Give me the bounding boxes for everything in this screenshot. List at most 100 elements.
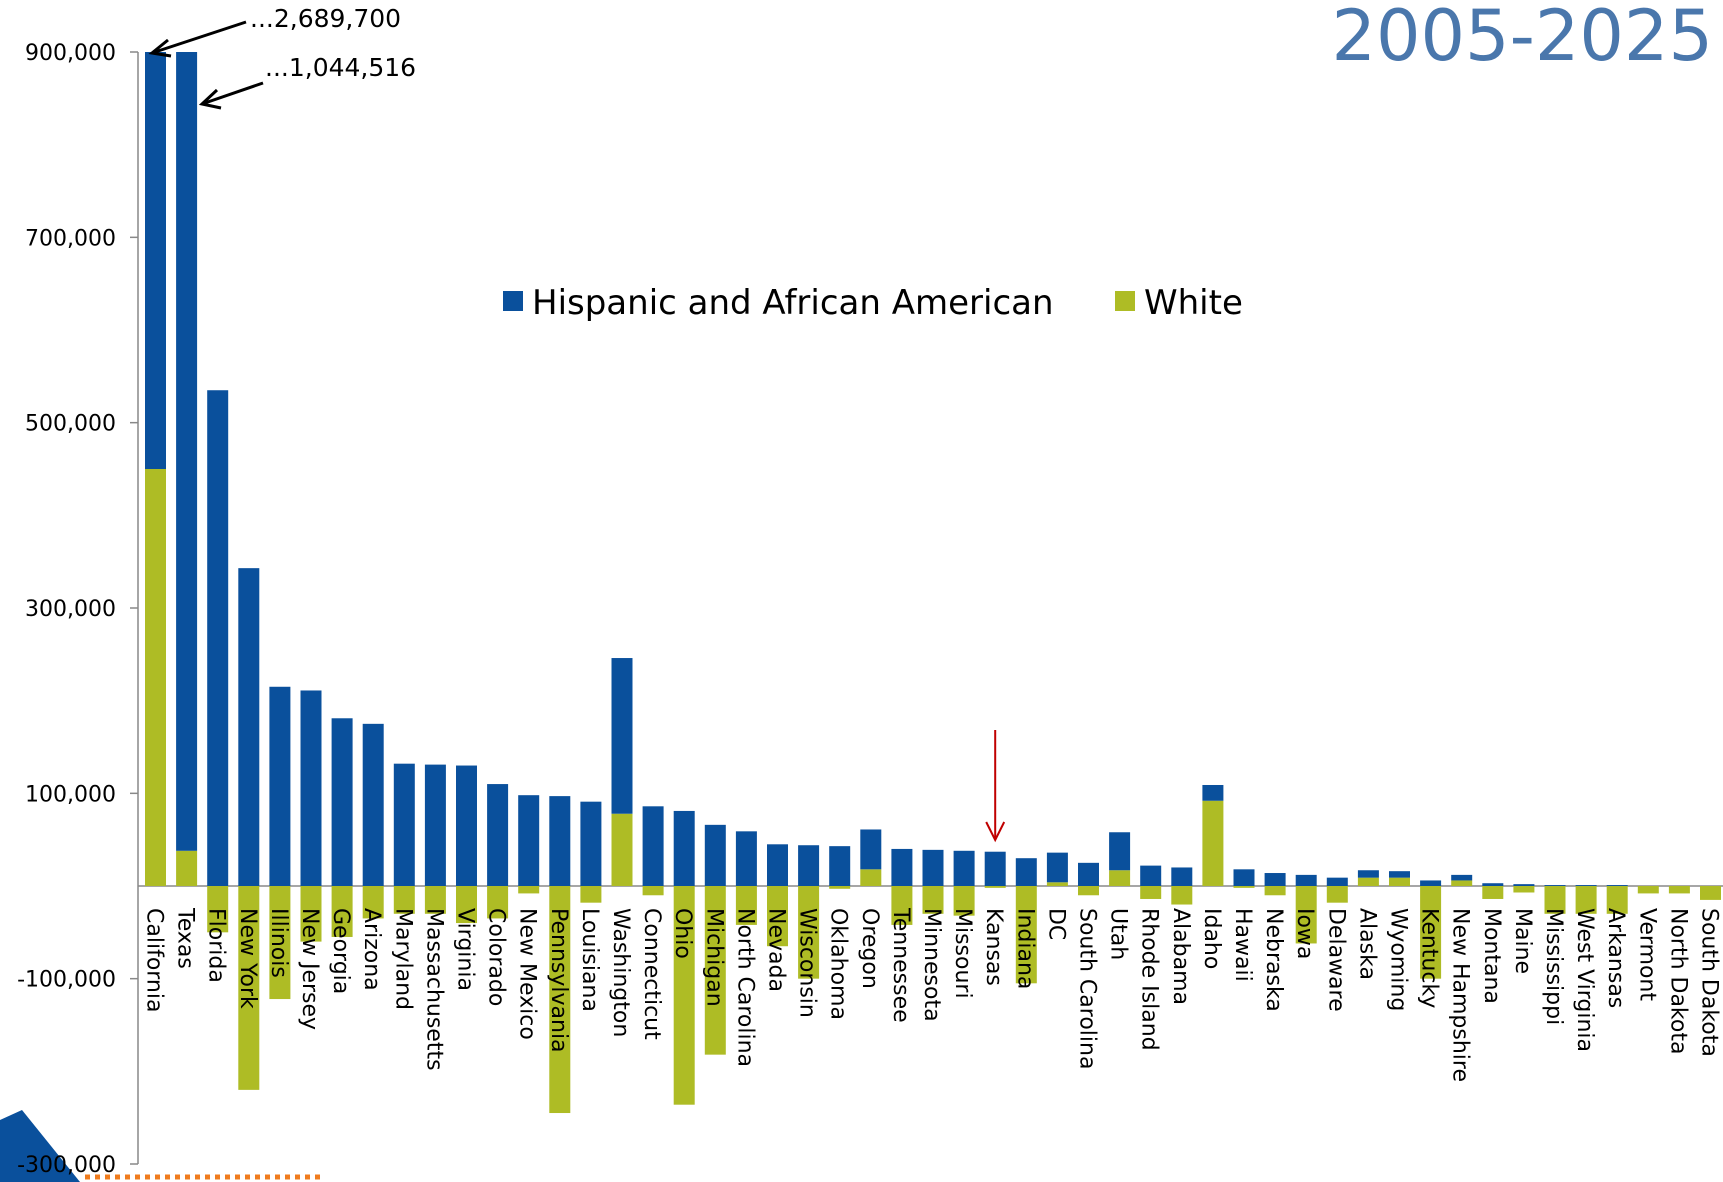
- x-category-label: North Dakota: [1665, 908, 1690, 1054]
- x-category-label: Wyoming: [1386, 908, 1411, 1011]
- x-category-label: Connecticut: [639, 908, 664, 1040]
- x-category-label: Missouri: [950, 908, 975, 999]
- x-category-label: New Hampshire: [1448, 908, 1473, 1082]
- bar-hispanic-african-american-25: [922, 849, 944, 886]
- x-category-label: Rhode Island: [1137, 908, 1162, 1051]
- x-category-label: Oregon: [857, 908, 882, 989]
- bar-hispanic-african-american-41: [1420, 880, 1442, 886]
- bar-hispanic-african-american-9: [424, 764, 446, 886]
- bar-white-45: [1544, 886, 1566, 914]
- bar-white-10: [456, 886, 477, 924]
- annotation-arrow-texas: [201, 81, 264, 106]
- bar-hispanic-african-american-35: [1233, 869, 1255, 886]
- bar-white-33: [1171, 886, 1193, 905]
- bar-white-6: [331, 886, 353, 937]
- bar-hispanic-african-american-45: [1544, 885, 1566, 886]
- x-category-label: Tennessee: [888, 907, 913, 1023]
- annotation-california: ...2,689,700: [250, 4, 401, 33]
- bar-white-3: [238, 886, 260, 1090]
- bar-white-35: [1233, 886, 1255, 888]
- x-category-label: New Mexico: [515, 908, 540, 1040]
- x-category-label: Minnesota: [919, 908, 944, 1022]
- y-tick-label: -100,000: [17, 968, 116, 993]
- bar-white-49: [1668, 886, 1690, 894]
- bar-white-13: [549, 886, 571, 1114]
- bar-white-26: [953, 886, 975, 916]
- bar-hispanic-african-american-12: [518, 795, 540, 886]
- x-category-label: Hawaii: [1230, 908, 1255, 982]
- bar-hispanic-african-american-8: [393, 763, 415, 886]
- annotation-texas: ...1,044,516: [265, 53, 416, 82]
- x-category-label: Texas: [173, 907, 198, 969]
- x-category-label: Arizona: [359, 908, 384, 991]
- bar-white-24: [891, 886, 913, 925]
- bar-hispanic-african-american-3: [238, 568, 260, 886]
- annotations: ...2,689,700 ...1,044,516: [148, 4, 416, 110]
- bar-white-20: [767, 886, 788, 947]
- bar-hispanic-african-american-24: [891, 848, 913, 886]
- bar-white-14: [580, 886, 602, 903]
- arrow-head-icon: [198, 88, 222, 110]
- legend-swatch-white: [1115, 291, 1135, 311]
- bar-white-18: [704, 886, 726, 1055]
- bar-white-4: [269, 886, 291, 1000]
- x-category-label: Louisiana: [577, 908, 602, 1012]
- bar-hispanic-african-american-27: [984, 851, 1006, 886]
- x-category-label: Vermont: [1634, 908, 1659, 1001]
- bar-hispanic-african-american-30: [1078, 862, 1099, 886]
- bar-white-23: [860, 869, 882, 886]
- x-category-label: Nevada: [764, 908, 789, 992]
- bar-white-0: [145, 469, 166, 886]
- annotation-arrow-california: [151, 20, 247, 55]
- bar-white-42: [1451, 880, 1473, 886]
- bar-hispanic-african-american-11: [487, 784, 509, 886]
- x-category-label: Kentucky: [1417, 908, 1442, 1008]
- bar-white-43: [1482, 886, 1504, 899]
- arrow-head-icon: [148, 38, 172, 58]
- x-category-label: Pennsylvania: [546, 908, 571, 1053]
- x-category-label: Florida: [204, 908, 229, 983]
- bar-white-41: [1420, 886, 1442, 979]
- bar-white-29: [1046, 882, 1068, 886]
- bar-white-5: [300, 886, 322, 942]
- bar-white-48: [1637, 886, 1659, 894]
- bar-white-22: [829, 886, 851, 889]
- bar-hispanic-african-american-37: [1295, 874, 1317, 886]
- bar-hispanic-african-american-15: [611, 658, 633, 814]
- bar-hispanic-african-american-7: [362, 723, 384, 886]
- bar-white-31: [1109, 870, 1131, 886]
- y-tick-label: 300,000: [25, 597, 116, 622]
- x-category-label: Indiana: [1012, 908, 1037, 989]
- y-tick-label: 900,000: [25, 41, 116, 66]
- bar-hispanic-african-american-17: [673, 810, 695, 886]
- bar-white-44: [1513, 886, 1535, 893]
- bar-white-39: [1357, 877, 1379, 886]
- bar-hispanic-african-american-32: [1140, 865, 1162, 886]
- x-category-label: Wisconsin: [795, 908, 820, 1018]
- bar-hispanic-african-american-14: [580, 801, 602, 886]
- bar-white-50: [1700, 886, 1721, 900]
- x-category-label: West Virginia: [1572, 908, 1597, 1052]
- bar-hispanic-african-american-29: [1046, 852, 1068, 883]
- bar-white-15: [611, 813, 633, 886]
- bar-white-11: [487, 886, 509, 919]
- down-arrow-icon: [985, 821, 1006, 843]
- x-category-label: North Carolina: [732, 908, 757, 1067]
- x-category-label: Michigan: [701, 908, 726, 1007]
- legend-label-hispanic: Hispanic and African American: [532, 283, 1054, 323]
- x-category-label: Idaho: [1199, 908, 1224, 969]
- bar-white-19: [735, 886, 757, 925]
- x-category-label: Virginia: [453, 908, 478, 991]
- bar-white-30: [1078, 886, 1099, 896]
- bar-white-8: [393, 886, 415, 914]
- bar-hispanic-african-american-4: [269, 686, 291, 886]
- bar-hispanic-african-american-18: [704, 824, 726, 886]
- x-category-label: Colorado: [484, 908, 509, 1006]
- x-category-label: Maine: [1510, 908, 1535, 974]
- y-tick-label: 700,000: [25, 226, 116, 251]
- bar-hispanic-african-american-6: [331, 718, 353, 886]
- x-category-label: Maryland: [390, 908, 415, 1010]
- bar-white-27: [984, 886, 1006, 888]
- period-title: 2005-2025: [1331, 0, 1713, 77]
